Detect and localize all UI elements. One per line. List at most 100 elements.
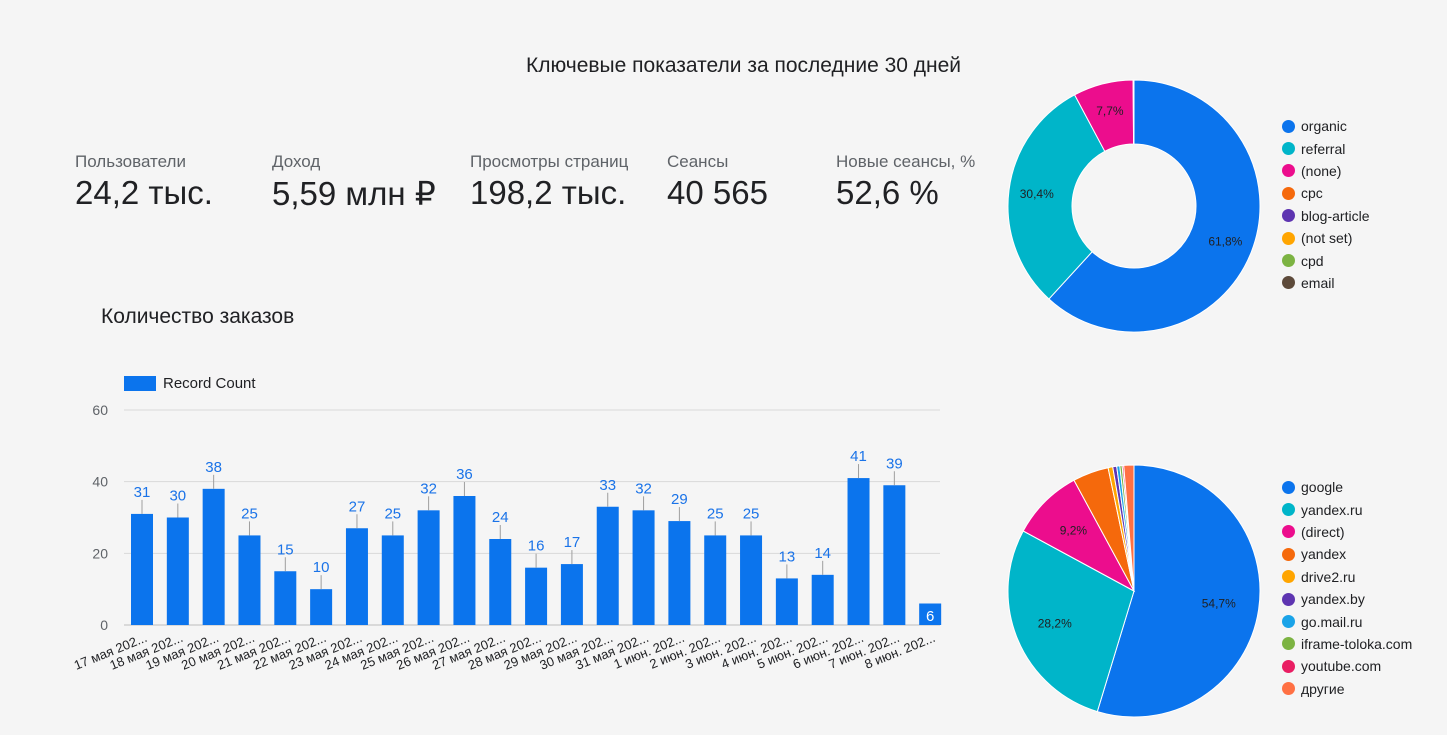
legend-dot-icon <box>1282 659 1295 673</box>
legend-dot-icon <box>1282 480 1295 494</box>
y-tick-label: 20 <box>92 545 108 561</box>
legend-dot-icon <box>1282 209 1295 223</box>
bar <box>811 574 834 625</box>
legend-dot-icon <box>1282 254 1295 268</box>
kpi-new-sessions: Новые сеансы, % 52,6 % <box>836 152 975 212</box>
bar <box>847 478 870 625</box>
bar-value-label: 17 <box>564 534 581 551</box>
bar <box>704 535 727 625</box>
bar-value-label: 25 <box>743 505 760 522</box>
legend-dot-icon <box>1282 142 1295 156</box>
bar <box>489 539 512 625</box>
kpi-value: 40 565 <box>667 174 768 211</box>
bar <box>417 510 440 625</box>
bar-value-label: 16 <box>528 538 545 555</box>
bar <box>166 517 189 625</box>
pie-slice <box>1096 464 1261 718</box>
bar-value-label: 32 <box>420 480 437 497</box>
legend-dot-icon <box>1282 231 1295 245</box>
legend-label: Record Count <box>163 375 256 392</box>
legend-item: cpd <box>1282 249 1369 271</box>
traffic-source-pie-chart: 54,7% 28,2% 9,2% <box>1007 464 1261 718</box>
legend-label: iframe-toloka.com <box>1301 635 1413 652</box>
orders-chart-title: Количество заказов <box>101 305 295 328</box>
bar <box>202 488 225 625</box>
legend-dot-icon <box>1282 503 1295 517</box>
legend-dot-icon <box>1282 570 1295 584</box>
bar <box>131 513 153 625</box>
kpi-label: Просмотры страниц <box>470 152 629 171</box>
kpi-label: Пользователи <box>75 152 186 171</box>
bar <box>919 603 942 625</box>
kpi-value: 24,2 тыс. <box>75 174 213 211</box>
pie-slice <box>1123 464 1135 592</box>
legend-label: (not set) <box>1301 230 1353 247</box>
pie-slice <box>1048 79 1261 333</box>
bar <box>883 485 906 625</box>
kpi-pageviews: Просмотры страниц 198,2 тыс. <box>470 152 628 212</box>
legend-dot-icon <box>1282 119 1295 133</box>
legend-item: go.mail.ru <box>1282 610 1412 632</box>
legend-label: cpc <box>1301 185 1323 202</box>
legend-item: youtube.com <box>1282 655 1412 677</box>
bar <box>274 571 297 625</box>
bar <box>238 535 261 625</box>
bar <box>453 496 476 625</box>
bar-value-label: 36 <box>456 466 473 483</box>
y-tick-label: 0 <box>100 617 108 633</box>
legend-item: drive2.ru <box>1282 566 1412 588</box>
slice-value-label: 7,7% <box>1096 104 1124 118</box>
slice-value-label: 54,7% <box>1202 597 1236 611</box>
bar <box>525 567 548 625</box>
legend-label: email <box>1301 274 1335 291</box>
legend-item: yandex.ru <box>1282 498 1412 520</box>
legend-item: organic <box>1282 115 1369 137</box>
donut-legend: organic referral (none) cpc blog-article (not… <box>1282 115 1369 294</box>
pie-slice <box>1007 94 1106 300</box>
legend-dot-icon <box>1282 186 1295 200</box>
traffic-channel-donut-chart: 61,8% 30,4% 7,7% <box>1007 79 1261 333</box>
kpi-label: Новые сеансы, % <box>836 152 976 171</box>
legend-label: yandex.by <box>1301 591 1365 608</box>
bar-value-label: 15 <box>277 541 294 558</box>
y-tick-label: 40 <box>92 474 108 490</box>
legend-dot-icon <box>1282 592 1295 606</box>
legend-dot-icon <box>1282 615 1295 629</box>
legend-item: yandex <box>1282 543 1412 565</box>
legend-label: drive2.ru <box>1301 568 1356 585</box>
bar-value-label: 33 <box>599 477 616 494</box>
bar <box>381 535 404 625</box>
kpi-value: 52,6 % <box>836 174 939 211</box>
legend-item: yandex.by <box>1282 588 1412 610</box>
legend-label: (none) <box>1301 162 1342 179</box>
pie-legend: google yandex.ru (direct) yandex drive2.ru ya… <box>1282 476 1412 700</box>
slice-value-label: 61,8% <box>1208 234 1242 248</box>
bar <box>668 521 691 625</box>
legend-item: (not set) <box>1282 227 1369 249</box>
bar-value-label: 39 <box>886 455 903 472</box>
pie-slice <box>1007 530 1135 713</box>
legend-dot-icon <box>1282 547 1295 561</box>
bar-value-label: 25 <box>241 505 258 522</box>
legend-item: email <box>1282 272 1369 294</box>
legend-label: yandex <box>1301 546 1347 563</box>
bar-value-label: 24 <box>492 509 509 526</box>
bar <box>632 510 655 625</box>
kpi-value: 5,59 млн ₽ <box>272 175 436 212</box>
legend-label: cpd <box>1301 252 1324 269</box>
legend-item: другие <box>1282 678 1412 700</box>
legend-item: (direct) <box>1282 521 1412 543</box>
legend-item: iframe-toloka.com <box>1282 633 1412 655</box>
legend-label: blog-article <box>1301 207 1370 224</box>
legend-dot-icon <box>1282 682 1295 696</box>
legend-item: referral <box>1282 137 1369 159</box>
bar-value-label: 38 <box>205 459 222 476</box>
legend-item: blog-article <box>1282 205 1369 227</box>
legend-label: youtube.com <box>1301 658 1382 675</box>
bar-value-label: 13 <box>779 548 796 565</box>
legend-dot-icon <box>1282 525 1295 539</box>
slice-value-label: 28,2% <box>1038 617 1072 631</box>
bar-value-label: 6 <box>926 608 934 625</box>
legend-item: (none) <box>1282 160 1369 182</box>
